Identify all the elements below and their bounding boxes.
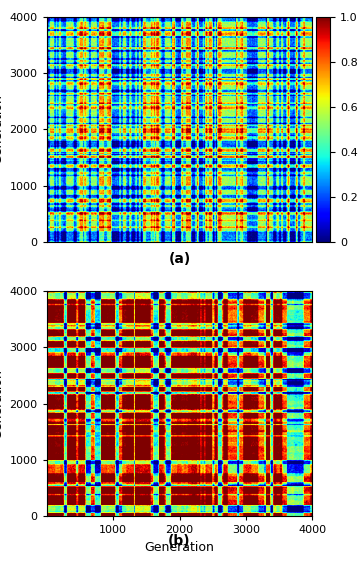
- Text: (b): (b): [168, 535, 191, 548]
- X-axis label: Generation: Generation: [145, 540, 214, 553]
- Y-axis label: Generation: Generation: [0, 95, 4, 164]
- Y-axis label: Generation: Generation: [0, 369, 4, 438]
- Text: (a): (a): [168, 252, 191, 266]
